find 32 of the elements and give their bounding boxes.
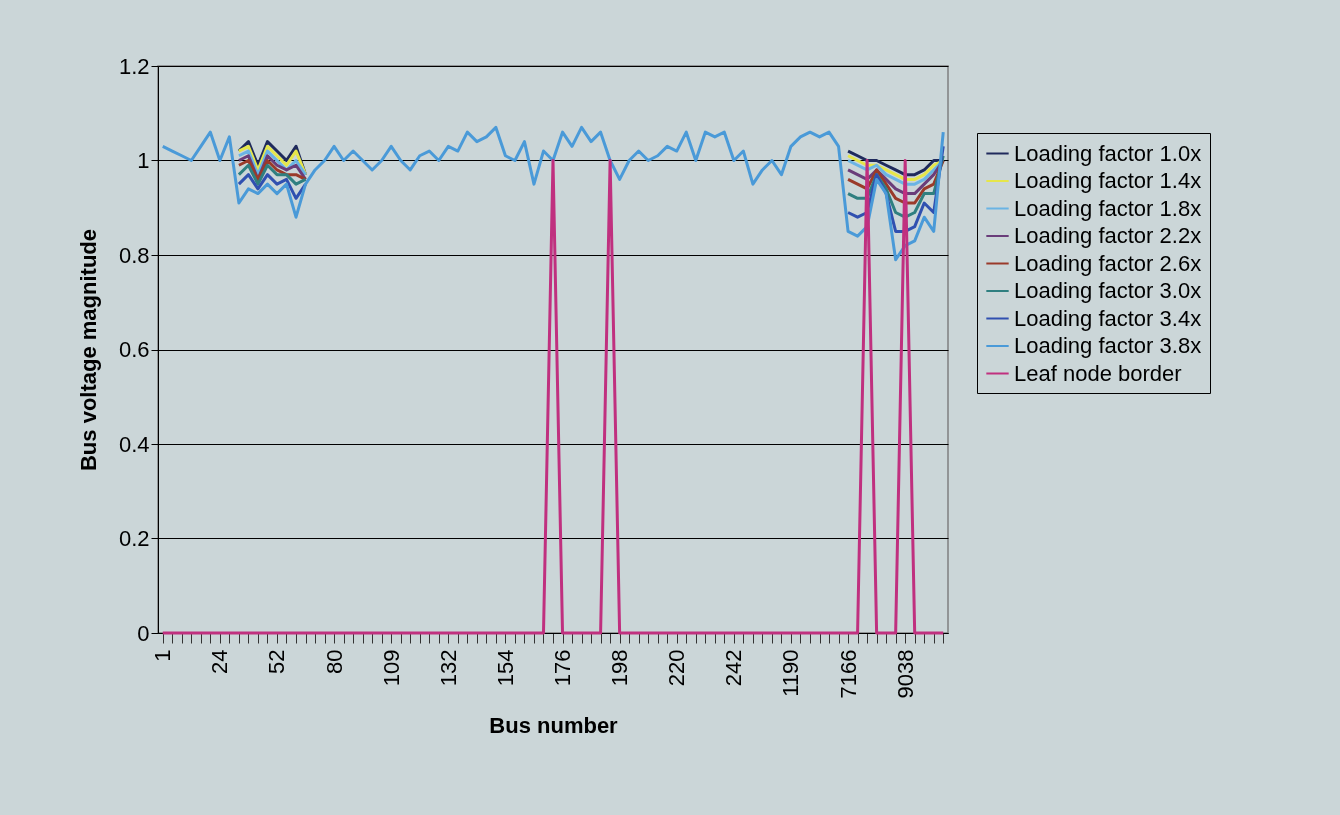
legend-label: Leaf node border bbox=[1014, 360, 1182, 386]
legend-label: Loading factor 3.8x bbox=[1014, 333, 1202, 358]
x-tick-label: 132 bbox=[435, 649, 461, 687]
x-tick-label: 176 bbox=[550, 649, 576, 687]
y-tick-label: 0.6 bbox=[118, 337, 150, 362]
y-tick-label: 1 bbox=[137, 148, 150, 173]
y-tick-label: 1.2 bbox=[118, 53, 150, 79]
x-tick-label: 220 bbox=[664, 649, 690, 687]
x-tick-label: 52 bbox=[264, 649, 290, 674]
x-tick-label: 80 bbox=[321, 649, 347, 674]
y-tick-label: 0.8 bbox=[118, 242, 150, 268]
x-tick-label: 109 bbox=[378, 649, 404, 687]
legend-label: Loading factor 1.8x bbox=[1014, 195, 1202, 221]
y-axis-title: Bus voltage magnitude bbox=[75, 228, 101, 472]
y-tick-label: 0 bbox=[137, 620, 150, 646]
x-axis-title: Bus number bbox=[489, 713, 619, 739]
legend-label: Loading factor 3.4x bbox=[1014, 305, 1202, 331]
legend-label: Loading factor 1.0x bbox=[1014, 140, 1202, 166]
x-tick-label: 198 bbox=[607, 649, 633, 687]
legend-label: Loading factor 2.6x bbox=[1014, 250, 1202, 276]
legend-label: Loading factor 3.0x bbox=[1014, 278, 1202, 303]
legend-label: Loading factor 1.4x bbox=[1014, 168, 1202, 193]
x-tick-label: 154 bbox=[492, 649, 518, 687]
x-tick-label: 242 bbox=[721, 649, 747, 687]
x-tick-label: 24 bbox=[207, 649, 233, 674]
legend-label: Loading factor 2.2x bbox=[1014, 223, 1202, 248]
y-tick-label: 0.4 bbox=[118, 431, 150, 457]
y-tick-label: 0.2 bbox=[118, 526, 150, 551]
x-tick-label: 1190 bbox=[778, 649, 804, 697]
x-tick-label: 7166 bbox=[835, 649, 861, 699]
x-tick-label: 9038 bbox=[892, 649, 918, 699]
x-tick-label: 1 bbox=[150, 649, 176, 662]
